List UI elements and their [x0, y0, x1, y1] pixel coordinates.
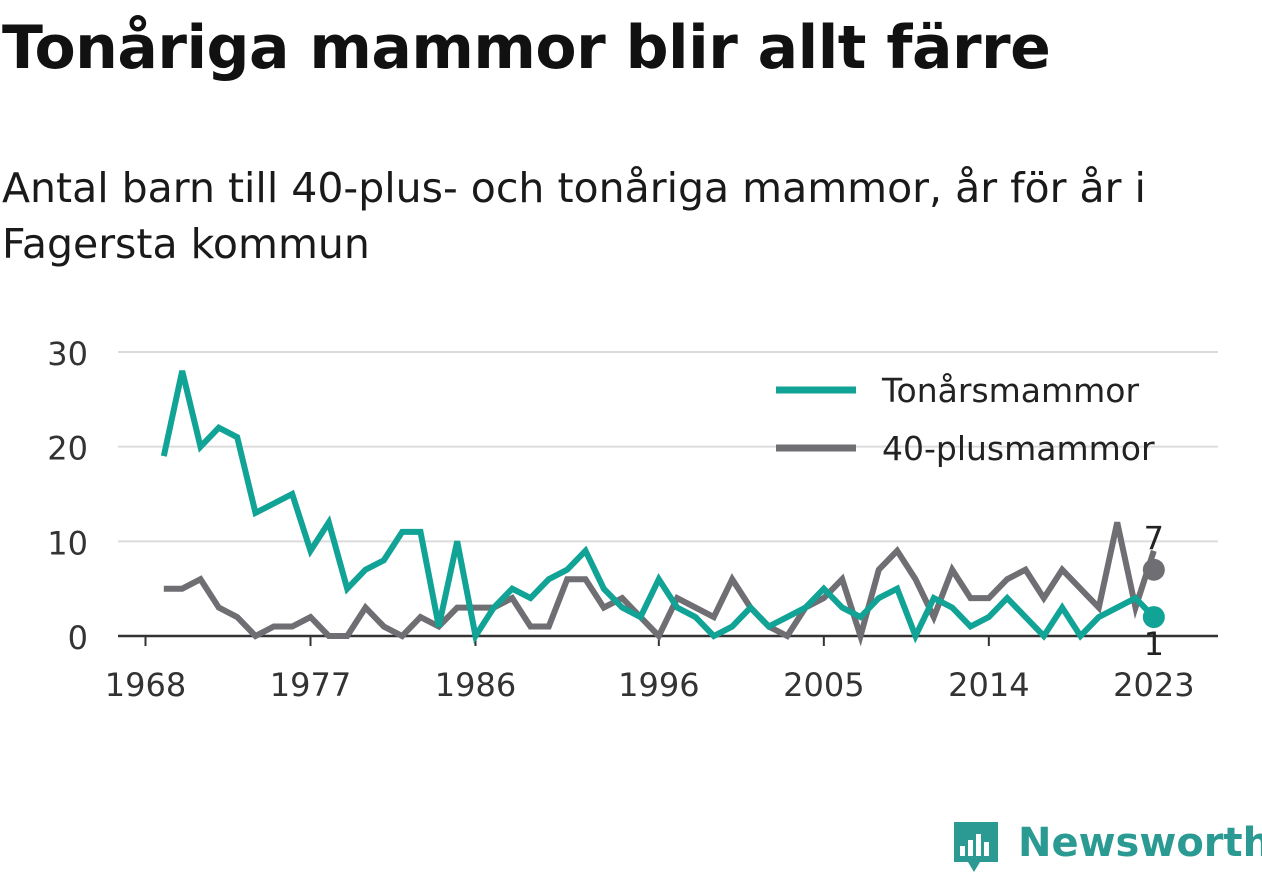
x-axis-ticks: 1968 1977 1986 1996 2005 2014 2023 [105, 636, 1195, 704]
chart-title: Tonåriga mammor blir allt färre [2, 13, 1051, 83]
legend-label: Tonårsmammor [881, 371, 1139, 410]
end-point [1142, 606, 1165, 629]
y-tick-label: 0 [68, 619, 88, 657]
end-point [1142, 558, 1165, 581]
x-tick-label: 2005 [783, 666, 864, 704]
x-tick-label: 1977 [270, 666, 351, 704]
y-tick-label: 30 [47, 335, 88, 373]
gridlines [118, 351, 1218, 543]
end-value-label: 7 [1144, 520, 1164, 558]
legend: Tonårsmammor 40-plusmammor [776, 371, 1155, 468]
newsworthy-logo: Newsworthy [950, 818, 1262, 878]
brand-name: Newsworthy [1018, 820, 1262, 866]
series-line [160, 370, 1156, 644]
series-line [163, 521, 1157, 647]
end-value-label: 1 [1144, 625, 1164, 663]
legend-label: 40-plusmammor [882, 429, 1155, 468]
x-tick-label: 2014 [948, 666, 1029, 704]
end-labels: 17 [1142, 520, 1165, 663]
newsworthy-logo-icon [954, 822, 998, 872]
x-tick-label: 2023 [1113, 666, 1194, 704]
y-tick-label: 20 [47, 430, 88, 468]
x-tick-label: 1986 [435, 666, 516, 704]
series-lines [160, 370, 1157, 647]
y-axis-ticks: 0 10 20 30 [47, 335, 88, 657]
chart-subtitle: Antal barn till 40-plus- och tonåriga ma… [2, 164, 1146, 268]
y-tick-label: 10 [47, 524, 88, 562]
x-tick-label: 1968 [105, 666, 186, 704]
x-tick-label: 1996 [618, 666, 699, 704]
